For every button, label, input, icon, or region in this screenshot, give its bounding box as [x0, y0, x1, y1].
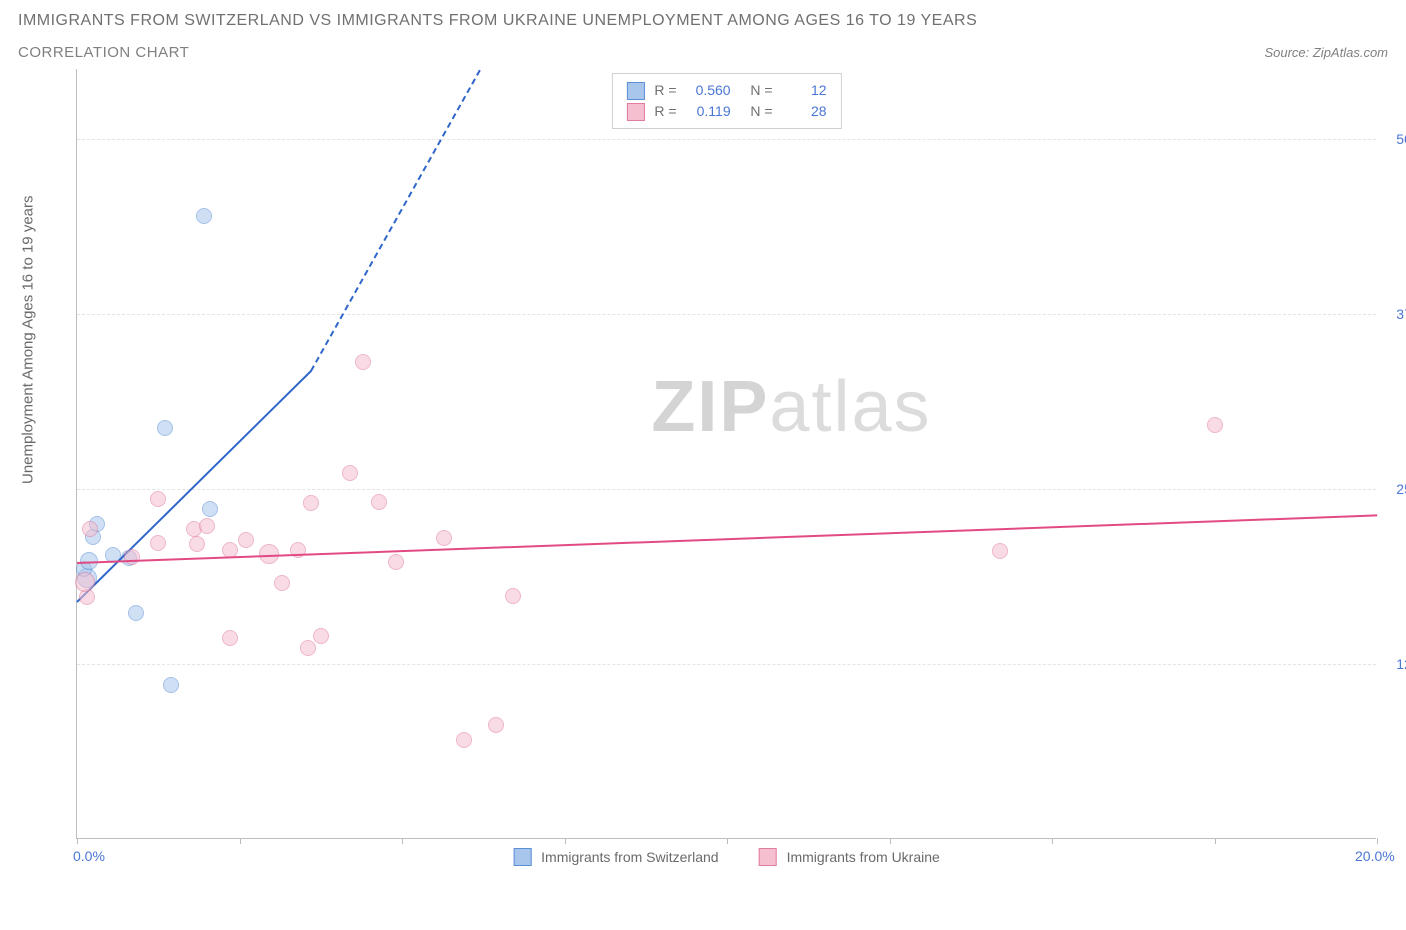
trendline-switzerland [76, 370, 311, 602]
x-tick-label: 20.0% [1355, 848, 1395, 864]
data-point-ukraine [313, 628, 329, 644]
x-tick [890, 838, 891, 844]
data-point-switzerland [128, 605, 144, 621]
data-point-ukraine [238, 532, 254, 548]
chart-title: IMMIGRANTS FROM SWITZERLAND VS IMMIGRANT… [18, 12, 1388, 30]
r-value: 0.119 [683, 101, 731, 122]
data-point-ukraine [300, 640, 316, 656]
swatch-ukraine [626, 103, 644, 121]
legend-swatch [759, 848, 777, 866]
data-point-ukraine [303, 495, 319, 511]
n-value: 28 [779, 101, 827, 122]
series-legend: Immigrants from Switzerland Immigrants fr… [513, 848, 940, 866]
data-point-ukraine [992, 543, 1008, 559]
y-tick-label: 25.0% [1381, 481, 1406, 497]
r-label: R = [654, 80, 676, 101]
x-tick [727, 838, 728, 844]
gridline-h [77, 314, 1376, 315]
data-point-ukraine [222, 630, 238, 646]
chart-subtitle: CORRELATION CHART [18, 44, 189, 61]
gridline-h [77, 664, 1376, 665]
data-point-ukraine [274, 575, 290, 591]
legend-item: Immigrants from Switzerland [513, 848, 718, 866]
data-point-switzerland [202, 501, 218, 517]
chart-area: Unemployment Among Ages 16 to 19 years Z… [18, 69, 1388, 879]
n-value: 12 [779, 80, 827, 101]
data-point-ukraine [150, 491, 166, 507]
data-point-ukraine [75, 572, 95, 592]
data-point-switzerland [157, 420, 173, 436]
trendline-ukraine [77, 514, 1377, 564]
x-tick-label: 0.0% [73, 848, 105, 864]
plot-region: ZIPatlas R =0.560 N =12R =0.119 N =28 Im… [76, 69, 1376, 839]
data-point-ukraine [456, 732, 472, 748]
y-axis-label: Unemployment Among Ages 16 to 19 years [20, 464, 37, 484]
data-point-ukraine [436, 530, 452, 546]
data-point-ukraine [124, 549, 140, 565]
r-label: R = [654, 101, 676, 122]
gridline-h [77, 489, 1376, 490]
data-point-ukraine [82, 521, 98, 537]
data-point-ukraine [1207, 417, 1223, 433]
data-point-ukraine [342, 465, 358, 481]
x-tick [77, 838, 78, 844]
data-point-switzerland [196, 208, 212, 224]
data-point-ukraine [189, 536, 205, 552]
source-label: Source: ZipAtlas.com [1264, 45, 1388, 60]
n-label: N = [750, 101, 772, 122]
r-value: 0.560 [683, 80, 731, 101]
y-tick-label: 37.5% [1381, 306, 1406, 322]
stats-row-ukraine: R = 0.119 N = 28 [626, 101, 826, 122]
data-point-ukraine [388, 554, 404, 570]
legend-label: Immigrants from Switzerland [541, 849, 718, 865]
data-point-ukraine [505, 588, 521, 604]
data-point-ukraine [199, 518, 215, 534]
data-point-ukraine [488, 717, 504, 733]
y-tick-label: 12.5% [1381, 656, 1406, 672]
stats-legend: R = 0.560 N = 12 R = 0.119 N = 28 [611, 73, 841, 129]
trendline-dash-switzerland [310, 70, 481, 372]
x-tick [402, 838, 403, 844]
n-label: N = [750, 80, 772, 101]
x-tick [565, 838, 566, 844]
x-tick [1052, 838, 1053, 844]
data-point-switzerland [163, 677, 179, 693]
legend-swatch [513, 848, 531, 866]
swatch-switzerland [626, 82, 644, 100]
stats-row-switzerland: R = 0.560 N = 12 [626, 80, 826, 101]
x-tick [1377, 838, 1378, 844]
legend-label: Immigrants from Ukraine [787, 849, 940, 865]
x-tick [240, 838, 241, 844]
y-tick-label: 50.0% [1381, 131, 1406, 147]
data-point-ukraine [355, 354, 371, 370]
subtitle-row: CORRELATION CHART Source: ZipAtlas.com [18, 44, 1388, 61]
data-point-ukraine [150, 535, 166, 551]
legend-item: Immigrants from Ukraine [759, 848, 940, 866]
gridline-h [77, 139, 1376, 140]
x-tick [1215, 838, 1216, 844]
data-point-ukraine [371, 494, 387, 510]
watermark: ZIPatlas [651, 366, 931, 448]
